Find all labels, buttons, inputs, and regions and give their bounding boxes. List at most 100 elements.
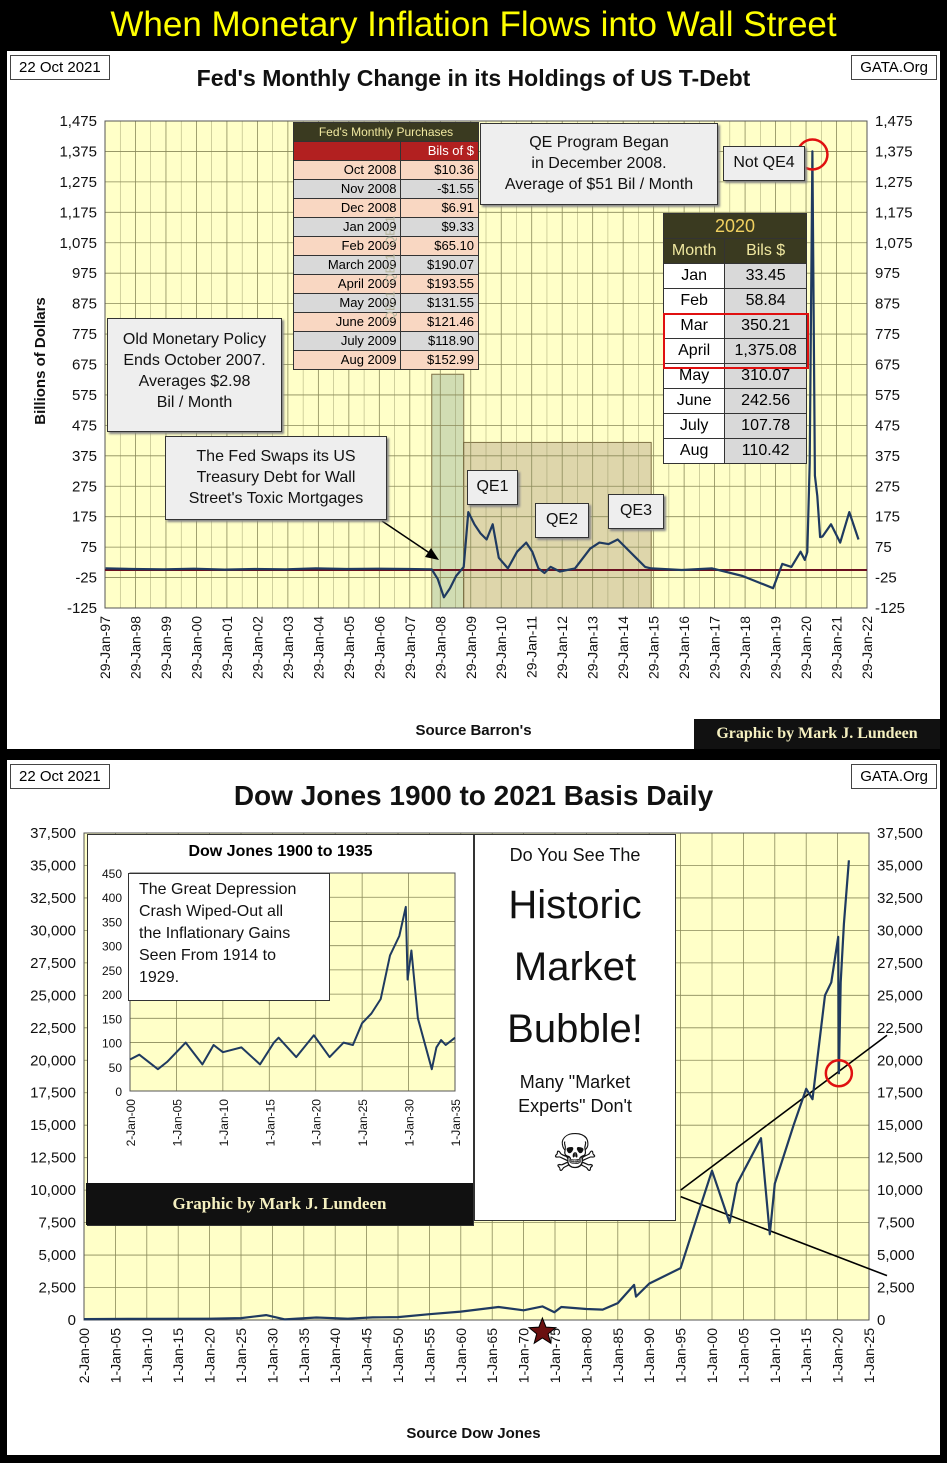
table-2020-row: Feb 58.84 <box>662 288 807 314</box>
table-2020-row: April 1,375.08 <box>662 338 807 364</box>
x-tick-label: 1-Jan-15 <box>170 1328 186 1383</box>
y-tick-label-right: -125 <box>875 600 905 617</box>
x-tick-label: 1-Jan-75 <box>547 1328 563 1383</box>
y-tick-label-left: 1,475 <box>59 113 97 130</box>
table-2020-row: June 242.56 <box>662 388 807 414</box>
fed-purchases-table: Fed's Monthly Purchases Bils of $ Oct 20… <box>292 122 479 370</box>
y-tick-label-right: 375 <box>875 448 900 465</box>
table-2020-value: 58.84 <box>724 288 807 314</box>
x-tick-label: 1-Jan-55 <box>421 1328 437 1383</box>
y-tick-label-left: 7,500 <box>38 1215 76 1232</box>
table-2020-value: 350.21 <box>724 313 807 339</box>
inset-note-line-2: Crash Wiped-Out all <box>139 903 284 920</box>
y-tick-label-left: 25,000 <box>30 987 76 1004</box>
swap-arrow-head <box>425 548 439 560</box>
not-qe4-label: Not QE4 <box>723 146 805 181</box>
y-tick-label-right: 1,175 <box>875 204 913 221</box>
y-tick-label-left: 200 <box>102 988 122 1002</box>
purchases-value: $193.55 <box>400 274 479 294</box>
inset-note-line-4: Seen From 1914 to <box>139 947 276 964</box>
x-tick-label: 1-Jan-35 <box>449 1099 463 1147</box>
fed-swap-line-3: Street's Toxic Mortgages <box>188 490 364 507</box>
dow-chart-panel: 0 0 2,500 2,500 5,000 5,000 7,500 7,500 10,000 10… <box>7 760 940 1455</box>
purchases-month: March 2009 <box>292 255 402 275</box>
y-tick-label-left: 15,000 <box>30 1117 76 1134</box>
qe-program-line-1: QE Program Began <box>529 134 669 151</box>
x-tick-label: 29-Jan-14 <box>615 616 631 679</box>
x-tick-label: 29-Jan-12 <box>554 616 570 679</box>
table-2020-month: Aug <box>662 438 726 464</box>
y-tick-label-left: 32,500 <box>30 890 76 907</box>
qe-minus-1-text-3: QE-1 <box>382 215 398 247</box>
qe2-label: QE2 <box>535 503 589 538</box>
qe-program-callout: QE Program Began in December 2008. Avera… <box>480 123 718 205</box>
y-tick-label-right: 1,475 <box>875 113 913 130</box>
purchases-month: Jan 2009 <box>292 217 402 237</box>
y-tick-label-left: 1,075 <box>59 235 97 252</box>
qe-program-line-3: Average of $51 Bil / Month <box>504 176 694 193</box>
table-2020-month: Feb <box>662 288 726 314</box>
old-policy-line-3: Averages $2.98 <box>138 373 251 390</box>
x-tick-label: 1-Jan-60 <box>453 1328 469 1383</box>
skull-icon: ☠ <box>551 1125 599 1183</box>
y-tick-label-right: 25,000 <box>877 987 923 1004</box>
y-tick-label-left: 12,500 <box>30 1150 76 1167</box>
y-tick-label-left: 35,000 <box>30 857 76 874</box>
y-tick-label-left: 575 <box>72 387 97 404</box>
y-tick-label-left: 450 <box>102 867 122 881</box>
y-tick-label-left: 350 <box>102 915 122 929</box>
table-2020-row: Aug 110.42 <box>662 438 807 464</box>
purchases-row: June 2009 $121.46 <box>292 312 479 332</box>
y-tick-label-right: 475 <box>875 417 900 434</box>
covid-crash-circle <box>824 1059 854 1088</box>
x-tick-label: 1-Jan-10 <box>767 1328 783 1383</box>
y-tick-label-left: 10,000 <box>30 1182 76 1199</box>
fed-swap-callout: The Fed Swaps its US Treasury Debt for W… <box>165 436 387 520</box>
fed-swap-line-2: Treasury Debt for Wall <box>196 469 356 486</box>
old-policy-line-1: Old Monetary Policy <box>122 331 267 348</box>
x-tick-label: 29-Jan-15 <box>646 616 662 679</box>
x-tick-label: 29-Jan-04 <box>310 616 326 679</box>
y-tick-label-right: -25 <box>875 570 897 587</box>
inset-panel: 0 50 100 150 200 250 300 350 400 450 2-Jan-00 1-Jan… <box>86 834 474 1226</box>
table-2020-month: Jan <box>662 263 726 289</box>
x-tick-label: 1-Jan-05 <box>107 1328 123 1383</box>
y-tick-label-left: 37,500 <box>30 825 76 842</box>
plot-frame <box>104 120 868 609</box>
bubble-question: Do You See The <box>509 845 641 865</box>
y-tick-label-left: 30,000 <box>30 922 76 939</box>
chart2-title: Dow Jones 1900 to 2021 Basis Daily <box>233 780 714 811</box>
x-tick-label: 29-Jan-98 <box>127 616 143 679</box>
y-tick-label-left: 2,500 <box>38 1280 76 1297</box>
x-tick-label: 2-Jan-00 <box>124 1099 138 1147</box>
plot-frame <box>83 832 870 1321</box>
table-2020-month: June <box>662 388 726 414</box>
x-tick-label: 1-Jan-15 <box>263 1099 277 1147</box>
chart2-site: GATA.Org <box>851 764 937 789</box>
x-tick-label: 1-Jan-25 <box>233 1328 249 1383</box>
y-tick-label-left: 1,175 <box>59 204 97 221</box>
purchases-value: -$1.55 <box>400 179 479 199</box>
y-tick-label-left: 1,375 <box>59 143 97 160</box>
table-2020-month: July <box>662 413 726 439</box>
y-tick-label-left: -125 <box>67 600 97 617</box>
y-tick-label-left: 75 <box>80 539 97 556</box>
series-line <box>83 860 850 1321</box>
x-tick-label: 29-Jan-11 <box>524 616 540 678</box>
bubble-headline: Historic Market Bubble! <box>475 874 675 1060</box>
y-tick-label-left: 875 <box>72 296 97 313</box>
purchases-value: $121.46 <box>400 312 479 332</box>
x-tick-label: 1-Jan-40 <box>327 1328 343 1383</box>
x-tick-label: 1-Jan-10 <box>139 1328 155 1383</box>
y-tick-label-left: 475 <box>72 417 97 434</box>
y-tick-label-right: 5,000 <box>877 1247 915 1264</box>
trend-line <box>680 1195 888 1277</box>
purchases-row: May 2009 $131.55 <box>292 293 479 313</box>
trend-line <box>680 1034 888 1191</box>
qe-minus-1-label: QE-1 QE-1 QE-1 <box>375 181 405 371</box>
purchases-row: Feb 2009 $65.10 <box>292 236 479 256</box>
bubble-sub-2: Experts" Don't <box>518 1096 632 1116</box>
purchases-month: Nov 2008 <box>292 179 402 199</box>
y-tick-label-left: 5,000 <box>38 1247 76 1264</box>
y-tick-label-left: 375 <box>72 448 97 465</box>
